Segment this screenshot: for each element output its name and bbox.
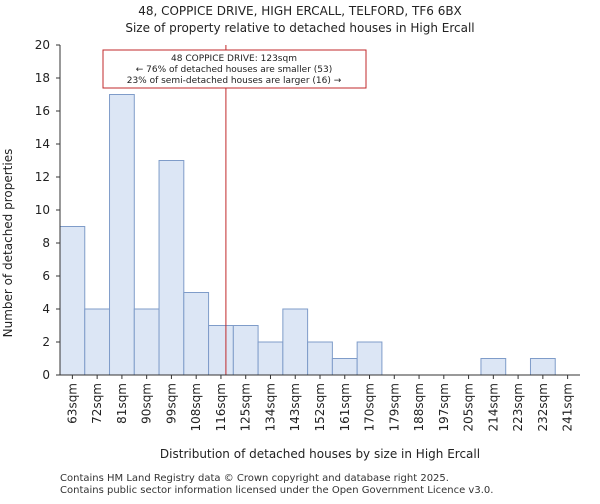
bar-125sqm bbox=[232, 325, 259, 376]
bar-161sqm bbox=[331, 358, 358, 376]
y-tick-label-16: 16 bbox=[35, 104, 50, 118]
x-tick-label-232sqm: 232sqm bbox=[536, 383, 550, 431]
x-tick-label-81sqm: 81sqm bbox=[115, 383, 129, 424]
annotation-box: 48 COPPICE DRIVE: 123sqm ← 76% of detach… bbox=[102, 49, 367, 89]
y-tick-label-0: 0 bbox=[42, 368, 50, 382]
bars-group bbox=[59, 94, 556, 376]
y-tick-label-12: 12 bbox=[35, 170, 50, 184]
x-tick-label-170sqm: 170sqm bbox=[363, 383, 377, 431]
y-tick-label-20: 20 bbox=[35, 38, 50, 52]
annotation-border bbox=[102, 49, 367, 89]
x-tick-label-125sqm: 125sqm bbox=[239, 383, 253, 431]
bar-214sqm bbox=[480, 358, 507, 376]
x-tick-label-72sqm: 72sqm bbox=[90, 383, 104, 424]
bar-232sqm bbox=[529, 358, 556, 376]
y-tick-label-8: 8 bbox=[42, 236, 50, 250]
x-axis: 63sqm 72sqm 81sqm 90sqm 99sqm 108sqm 116sqm 125… bbox=[60, 374, 580, 431]
y-tick-label-2: 2 bbox=[42, 335, 50, 349]
bar-72sqm bbox=[84, 308, 111, 376]
x-tick-label-90sqm: 90sqm bbox=[140, 383, 154, 424]
x-tick-label-188sqm: 188sqm bbox=[412, 383, 426, 431]
y-axis: 0 2 4 6 8 10 12 14 16 18 20 bbox=[35, 38, 61, 382]
footer-line-1: Contains HM Land Registry data © Crown c… bbox=[60, 473, 449, 484]
x-tick-label-152sqm: 152sqm bbox=[313, 383, 327, 431]
x-tick-label-241sqm: 241sqm bbox=[561, 383, 575, 431]
x-tick-label-197sqm: 197sqm bbox=[437, 383, 451, 431]
x-tick-label-161sqm: 161sqm bbox=[338, 383, 352, 431]
x-tick-label-116sqm: 116sqm bbox=[214, 383, 228, 431]
bar-170sqm bbox=[356, 341, 383, 376]
x-axis-label: Distribution of detached houses by size … bbox=[160, 447, 480, 461]
bar-134sqm bbox=[257, 341, 284, 376]
chart-subtitle: Size of property relative to detached ho… bbox=[125, 21, 474, 35]
annotation-line-1: 48 COPPICE DRIVE: 123sqm bbox=[171, 54, 297, 64]
x-tick-label-205sqm: 205sqm bbox=[462, 383, 476, 431]
bar-63sqm bbox=[59, 226, 86, 376]
x-tick-label-223sqm: 223sqm bbox=[511, 383, 525, 431]
bar-81sqm bbox=[109, 94, 135, 376]
x-tick-label-214sqm: 214sqm bbox=[486, 383, 500, 431]
x-tick-label-179sqm: 179sqm bbox=[387, 383, 401, 431]
x-tick-label-99sqm: 99sqm bbox=[164, 383, 178, 424]
bar-116sqm bbox=[208, 325, 234, 376]
annotation-line-3: 23% of semi-detached houses are larger (… bbox=[127, 76, 342, 86]
y-axis-label: Number of detached properties bbox=[1, 149, 15, 338]
y-tick-label-14: 14 bbox=[35, 137, 50, 151]
x-tick-label-63sqm: 63sqm bbox=[65, 383, 79, 424]
y-tick-label-18: 18 bbox=[35, 71, 50, 85]
annotation-line-2: ← 76% of detached houses are smaller (53… bbox=[136, 65, 333, 75]
y-tick-label-10: 10 bbox=[35, 203, 50, 217]
bar-152sqm bbox=[307, 341, 333, 376]
bar-99sqm bbox=[158, 160, 185, 376]
bar-143sqm bbox=[282, 308, 309, 376]
bar-108sqm bbox=[183, 292, 210, 376]
chart-title: 48, COPPICE DRIVE, HIGH ERCALL, TELFORD,… bbox=[138, 4, 462, 18]
bar-90sqm bbox=[133, 308, 160, 376]
footer-line-2: Contains public sector information licen… bbox=[60, 485, 494, 496]
x-tick-label-143sqm: 143sqm bbox=[288, 383, 302, 431]
x-tick-label-108sqm: 108sqm bbox=[189, 383, 203, 431]
y-tick-label-4: 4 bbox=[42, 302, 50, 316]
y-tick-label-6: 6 bbox=[42, 269, 50, 283]
x-tick-label-134sqm: 134sqm bbox=[263, 383, 277, 431]
